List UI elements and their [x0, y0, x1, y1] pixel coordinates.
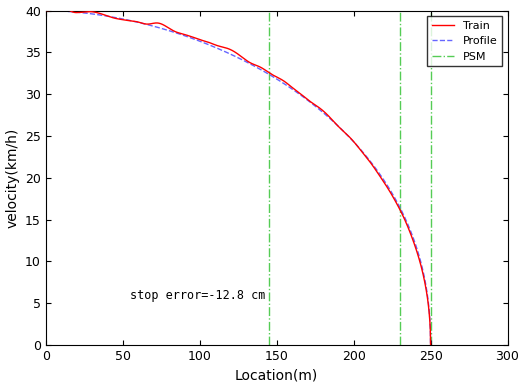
Profile [416, 254, 422, 258]
Train [220, 45, 226, 49]
Train [59, 5, 65, 10]
Line: Profile: Profile [46, 10, 430, 345]
Train [230, 48, 236, 53]
Y-axis label: velocity(km/h): velocity(km/h) [6, 128, 19, 228]
Train [346, 134, 352, 139]
X-axis label: Location(m): Location(m) [235, 369, 318, 383]
Train [427, 343, 434, 347]
Profile [219, 48, 226, 53]
Profile [230, 53, 236, 57]
Profile [416, 255, 423, 259]
Legend: Train, Profile, PSM: Train, Profile, PSM [427, 16, 502, 66]
Profile [43, 8, 49, 13]
Train [62, 6, 69, 10]
Profile [345, 134, 352, 139]
Profile [427, 343, 434, 347]
PSM [266, 334, 272, 339]
Train [416, 258, 423, 263]
Profile [62, 9, 69, 14]
Line: Train: Train [46, 7, 430, 345]
Text: stop error=-12.8 cm: stop error=-12.8 cm [131, 289, 266, 302]
Train [43, 8, 49, 13]
PSM [266, 343, 272, 347]
Train [416, 258, 423, 262]
